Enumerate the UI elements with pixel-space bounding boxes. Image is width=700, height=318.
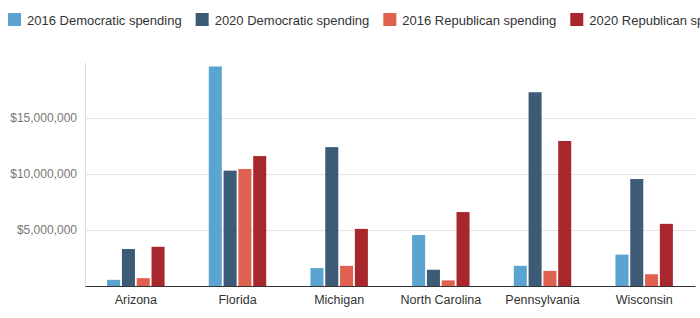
x-tick-label: Michigan — [314, 293, 364, 307]
bar — [427, 270, 440, 286]
x-tick-label: Florida — [218, 293, 256, 307]
bar — [224, 171, 237, 286]
bar — [630, 179, 643, 286]
legend-item: 2020 Republican spending — [570, 13, 700, 28]
x-tick: North Carolina — [401, 293, 482, 307]
legend-swatch — [8, 13, 21, 26]
bar — [558, 141, 571, 286]
legend-label: 2016 Democratic spending — [27, 13, 182, 28]
bar — [310, 268, 323, 286]
x-tick: Wisconsin — [616, 293, 673, 307]
y-axis: $5,000,000 $10,000,000 $15,000,000 — [10, 63, 695, 287]
chart: $5,000,000 $10,000,000 $15,000,000 Arizona F… — [0, 0, 700, 318]
y-tick-label: $5,000,000 — [17, 223, 77, 237]
y-tick: $10,000,000 — [10, 167, 695, 181]
bar — [457, 212, 470, 286]
bar — [340, 266, 353, 286]
bar — [442, 280, 455, 286]
y-tick: $15,000,000 — [10, 111, 695, 125]
bar-series — [137, 169, 658, 286]
bar — [253, 156, 266, 286]
bar — [412, 235, 425, 286]
x-tick-label: North Carolina — [401, 293, 482, 307]
plot: $5,000,000 $10,000,000 $15,000,000 Arizona F… — [10, 63, 695, 307]
legend-item: 2016 Democratic spending — [8, 13, 182, 28]
bar — [238, 169, 251, 286]
legend: 2016 Democratic spending 2020 Democratic … — [8, 13, 700, 28]
legend-swatch — [196, 13, 209, 26]
x-tick: Florida — [218, 293, 256, 307]
grid-line — [85, 230, 695, 231]
x-tick-label: Wisconsin — [616, 293, 673, 307]
x-tick: Michigan — [314, 293, 364, 307]
legend-label: 2016 Republican spending — [402, 13, 556, 28]
bar — [355, 229, 368, 286]
bar — [122, 249, 135, 286]
bar-series — [107, 66, 628, 286]
bar — [107, 280, 120, 286]
grid-line — [85, 118, 695, 119]
legend-swatch — [570, 13, 583, 26]
bar — [152, 247, 165, 286]
bar — [529, 92, 542, 286]
bar — [514, 266, 527, 286]
grid-line — [85, 174, 695, 175]
bar-series — [122, 92, 643, 286]
y-tick-label: $10,000,000 — [10, 167, 77, 181]
x-tick-label: Arizona — [115, 293, 157, 307]
legend-label: 2020 Republican spending — [589, 13, 700, 28]
bar — [137, 278, 150, 286]
x-axis: Arizona Florida Michigan North Carolina Penn… — [86, 287, 696, 307]
bar — [615, 255, 628, 286]
bar — [209, 66, 222, 286]
bars — [107, 66, 673, 286]
bar-series — [152, 141, 673, 286]
y-tick-label: $15,000,000 — [10, 111, 77, 125]
bar — [660, 224, 673, 286]
bar — [543, 271, 556, 286]
legend-item: 2016 Republican spending — [383, 13, 556, 28]
x-tick: Arizona — [115, 293, 157, 307]
legend-swatch — [383, 13, 396, 26]
x-tick-label: Pennsylvania — [505, 293, 579, 307]
x-tick: Pennsylvania — [505, 293, 579, 307]
bar — [645, 274, 658, 286]
bar — [325, 147, 338, 286]
x-axis-line — [86, 286, 696, 287]
legend-item: 2020 Democratic spending — [196, 13, 370, 28]
legend-label: 2020 Democratic spending — [215, 13, 370, 28]
